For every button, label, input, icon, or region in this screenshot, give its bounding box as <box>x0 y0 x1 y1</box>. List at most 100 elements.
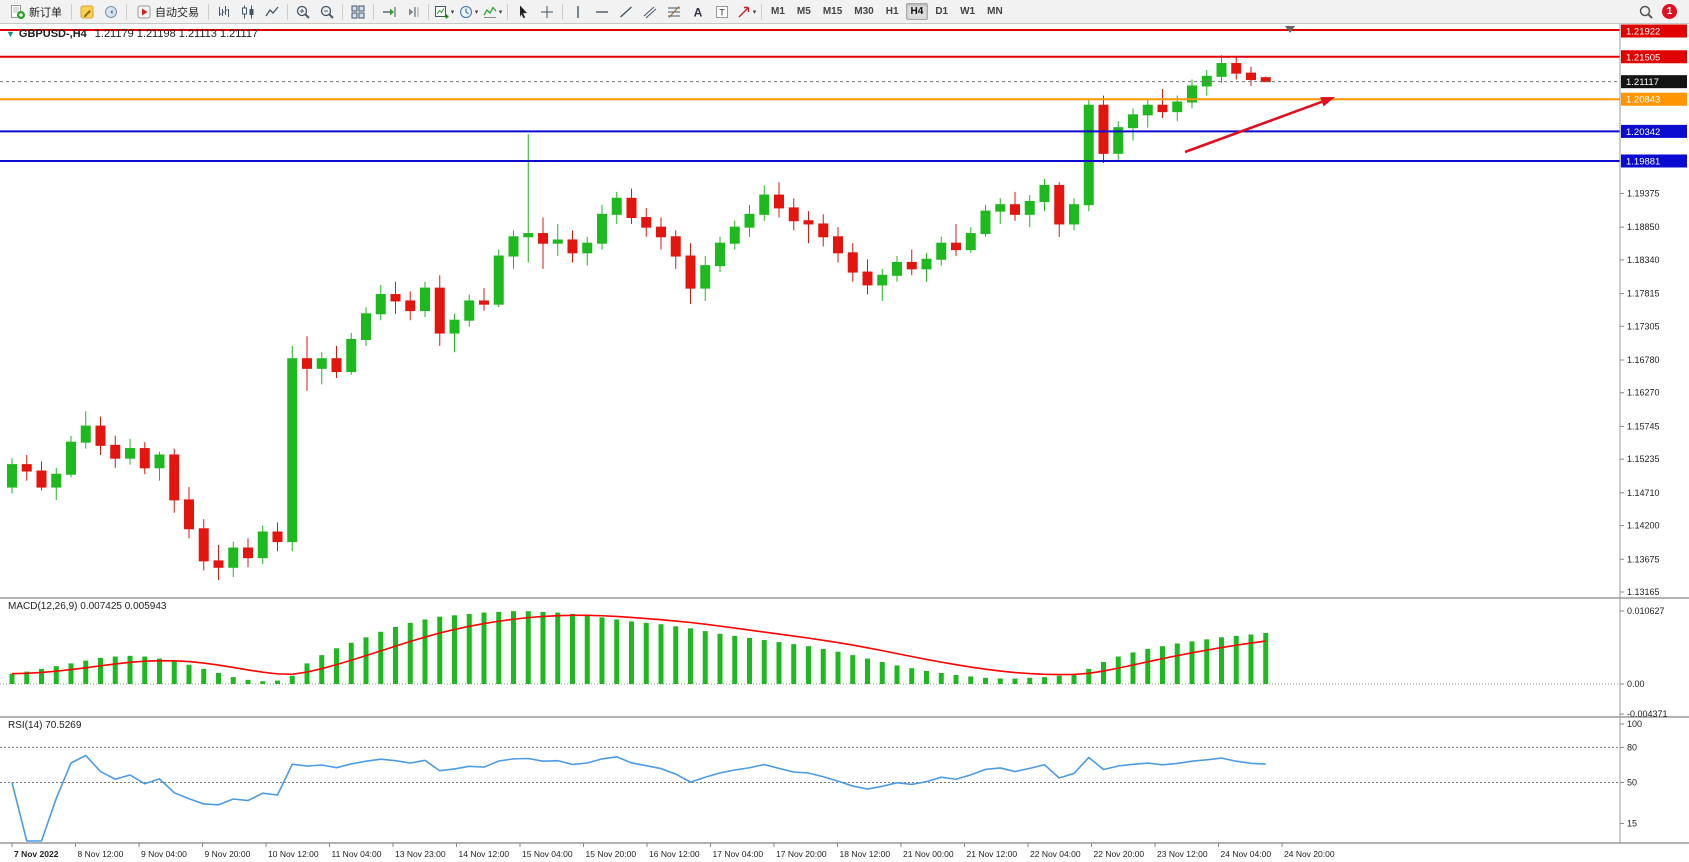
macd-scale-label: -0.004371 <box>1627 709 1668 719</box>
one-click-trading-toggle[interactable]: ▼ <box>6 29 15 39</box>
timeframe-m5-button[interactable]: M5 <box>796 6 811 17</box>
price-axis-label: 1.13675 <box>1627 554 1660 564</box>
text-label-button[interactable]: T <box>710 1 734 23</box>
horizontal-line-button[interactable] <box>590 1 614 23</box>
candle <box>51 473 62 488</box>
candle <box>375 294 386 315</box>
timeframe-m1-button[interactable]: M1 <box>771 6 785 17</box>
zoom-in-icon <box>296 5 310 19</box>
timeframe-m30-button[interactable]: M30 <box>854 6 874 17</box>
text-button[interactable]: A <box>686 1 710 23</box>
candle <box>1054 184 1065 225</box>
bar-chart-button[interactable] <box>212 1 236 23</box>
autoscroll-icon <box>383 6 396 17</box>
zoom-out-button[interactable] <box>315 1 339 23</box>
time-axis[interactable]: 7 Nov 2022 8 Nov 12:00 9 Nov 04:00 9 Nov 20… <box>11 843 1335 859</box>
candle <box>36 470 47 488</box>
candle <box>1113 127 1124 154</box>
indicators-button[interactable]: ▾ <box>480 1 504 23</box>
text-a-icon: A <box>694 5 703 19</box>
candle <box>110 444 121 459</box>
candlestick-chart-button[interactable] <box>236 1 260 23</box>
profiles-button[interactable]: ▾ <box>456 1 480 23</box>
candle <box>847 252 858 273</box>
equidistant-channel-button[interactable] <box>638 1 662 23</box>
candle <box>656 226 666 238</box>
candle <box>906 261 917 270</box>
toolbar: 新订单 自动交易 ▾ ▾ ▾ A T ▾ M1 M5 M15 M30 H1 H4 D1 W1 MN 1 <box>0 0 1689 24</box>
linechart-icon <box>265 6 279 16</box>
timeframe-h4-button[interactable]: H4 <box>905 3 929 20</box>
timeframe-m15-button[interactable]: M15 <box>822 6 843 17</box>
time-axis-label: 16 Nov 12:00 <box>649 849 700 859</box>
vertical-line-button[interactable] <box>566 1 590 23</box>
new-chart-button[interactable]: ▾ <box>432 1 456 23</box>
trendline-button[interactable] <box>614 1 638 23</box>
price-badge <box>1621 50 1687 64</box>
candle <box>729 226 740 244</box>
tile-windows-button[interactable] <box>346 1 370 23</box>
chart-shift-button[interactable] <box>401 1 425 23</box>
candle <box>1157 104 1168 113</box>
line-chart-button[interactable] <box>260 1 284 23</box>
timeframe-d1-button[interactable]: D1 <box>935 6 949 17</box>
candle <box>980 210 991 235</box>
candle <box>1069 204 1079 225</box>
arrows-button[interactable]: ▾ <box>734 1 758 23</box>
new-order-icon <box>11 4 25 19</box>
search-button[interactable] <box>1634 1 1658 23</box>
price-badge-label: 1.20843 <box>1626 95 1660 106</box>
sound-icon <box>105 5 117 18</box>
timeframe-h1-button[interactable]: H1 <box>885 6 899 17</box>
chart-background <box>0 24 1689 862</box>
auto-scroll-button[interactable] <box>377 1 401 23</box>
time-axis-label: 14 Nov 12:00 <box>459 849 510 859</box>
price-axis-label: 1.17815 <box>1627 289 1660 299</box>
candle <box>80 425 91 443</box>
time-axis-label: 7 Nov 2022 <box>14 849 59 859</box>
indicator-icon <box>483 5 497 18</box>
candle <box>449 319 460 334</box>
time-axis-label: 23 Nov 12:00 <box>1157 849 1208 859</box>
autotrading-button[interactable]: 自动交易 <box>130 1 205 23</box>
zoom-in-button[interactable] <box>291 1 315 23</box>
candle <box>346 338 357 373</box>
candle <box>169 454 180 501</box>
sounds-button[interactable] <box>99 1 123 23</box>
price-axis-label: 1.18850 <box>1627 222 1660 232</box>
trend-arrow[interactable] <box>1184 97 1335 154</box>
price-badge-label: 1.21922 <box>1626 27 1660 38</box>
cursor-button[interactable] <box>511 1 535 23</box>
metaeditor-button[interactable] <box>75 1 99 23</box>
toolbar-separator <box>761 3 762 20</box>
candle <box>1172 101 1183 113</box>
price-axis[interactable]: 1.19375 1.18850 1.18340 1.17815 1.17305 1.167… <box>1620 24 1687 597</box>
candle <box>316 358 327 369</box>
candle <box>877 274 888 286</box>
trendline-icon <box>620 5 632 18</box>
candle <box>1128 114 1138 129</box>
candle <box>1187 85 1197 103</box>
candle <box>272 531 283 543</box>
candle <box>1231 63 1242 74</box>
price-axis-label: 1.16270 <box>1627 388 1660 398</box>
price-badge-label: 1.20342 <box>1626 127 1660 138</box>
crosshair-button[interactable] <box>535 1 559 23</box>
candle <box>1260 77 1271 83</box>
toolbar-separator <box>507 3 508 20</box>
rsi-line <box>11 754 1266 842</box>
rsi-scale-label: 80 <box>1627 742 1637 752</box>
notification-badge[interactable]: 1 <box>1662 4 1677 19</box>
candle <box>1201 75 1212 87</box>
candle <box>1083 104 1094 206</box>
candle <box>405 300 416 312</box>
timeframe-mn-button[interactable]: MN <box>987 6 1003 17</box>
new-order-button[interactable]: 新订单 <box>4 1 68 23</box>
timeframe-w1-button[interactable]: W1 <box>960 6 976 17</box>
chart-area[interactable]: 1.19375 1.18850 1.18340 1.17815 1.17305 1.167… <box>0 24 1689 862</box>
candle <box>1246 72 1256 81</box>
fibonacci-button[interactable] <box>662 1 686 23</box>
macd-histogram <box>9 611 1269 684</box>
fibo-icon <box>668 5 680 18</box>
